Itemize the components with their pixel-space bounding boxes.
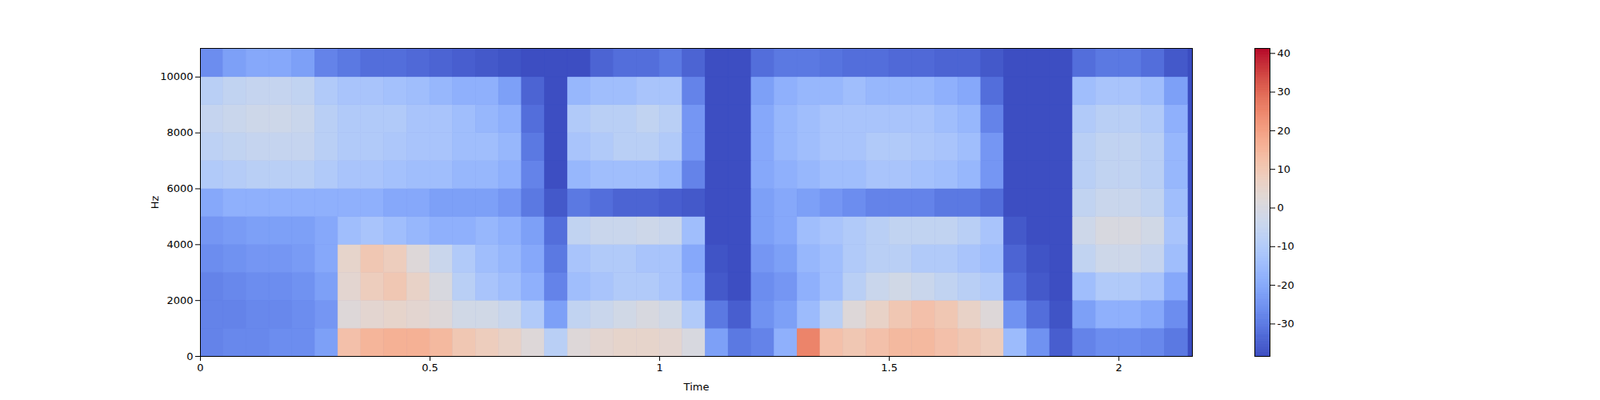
svg-text:2000: 2000 [166, 294, 193, 307]
svg-text:-10: -10 [1277, 240, 1295, 252]
svg-text:30: 30 [1277, 85, 1292, 98]
svg-text:6000: 6000 [166, 182, 193, 195]
svg-text:2: 2 [1116, 361, 1123, 374]
svg-text:0: 0 [186, 350, 193, 363]
svg-text:40: 40 [1277, 47, 1292, 60]
svg-text:0: 0 [196, 361, 204, 374]
svg-text:20: 20 [1277, 124, 1292, 137]
svg-text:Time: Time [683, 380, 710, 393]
svg-text:Hz: Hz [148, 196, 161, 210]
svg-text:-20: -20 [1277, 279, 1295, 292]
svg-text:0.5: 0.5 [421, 361, 439, 374]
svg-text:1.5: 1.5 [880, 361, 898, 374]
svg-text:8000: 8000 [166, 126, 193, 139]
svg-text:10: 10 [1277, 163, 1292, 176]
svg-text:0: 0 [1277, 201, 1284, 214]
svg-text:-30: -30 [1277, 317, 1295, 330]
svg-text:4000: 4000 [166, 238, 193, 251]
svg-text:1: 1 [656, 361, 663, 374]
svg-text:10000: 10000 [160, 70, 193, 83]
